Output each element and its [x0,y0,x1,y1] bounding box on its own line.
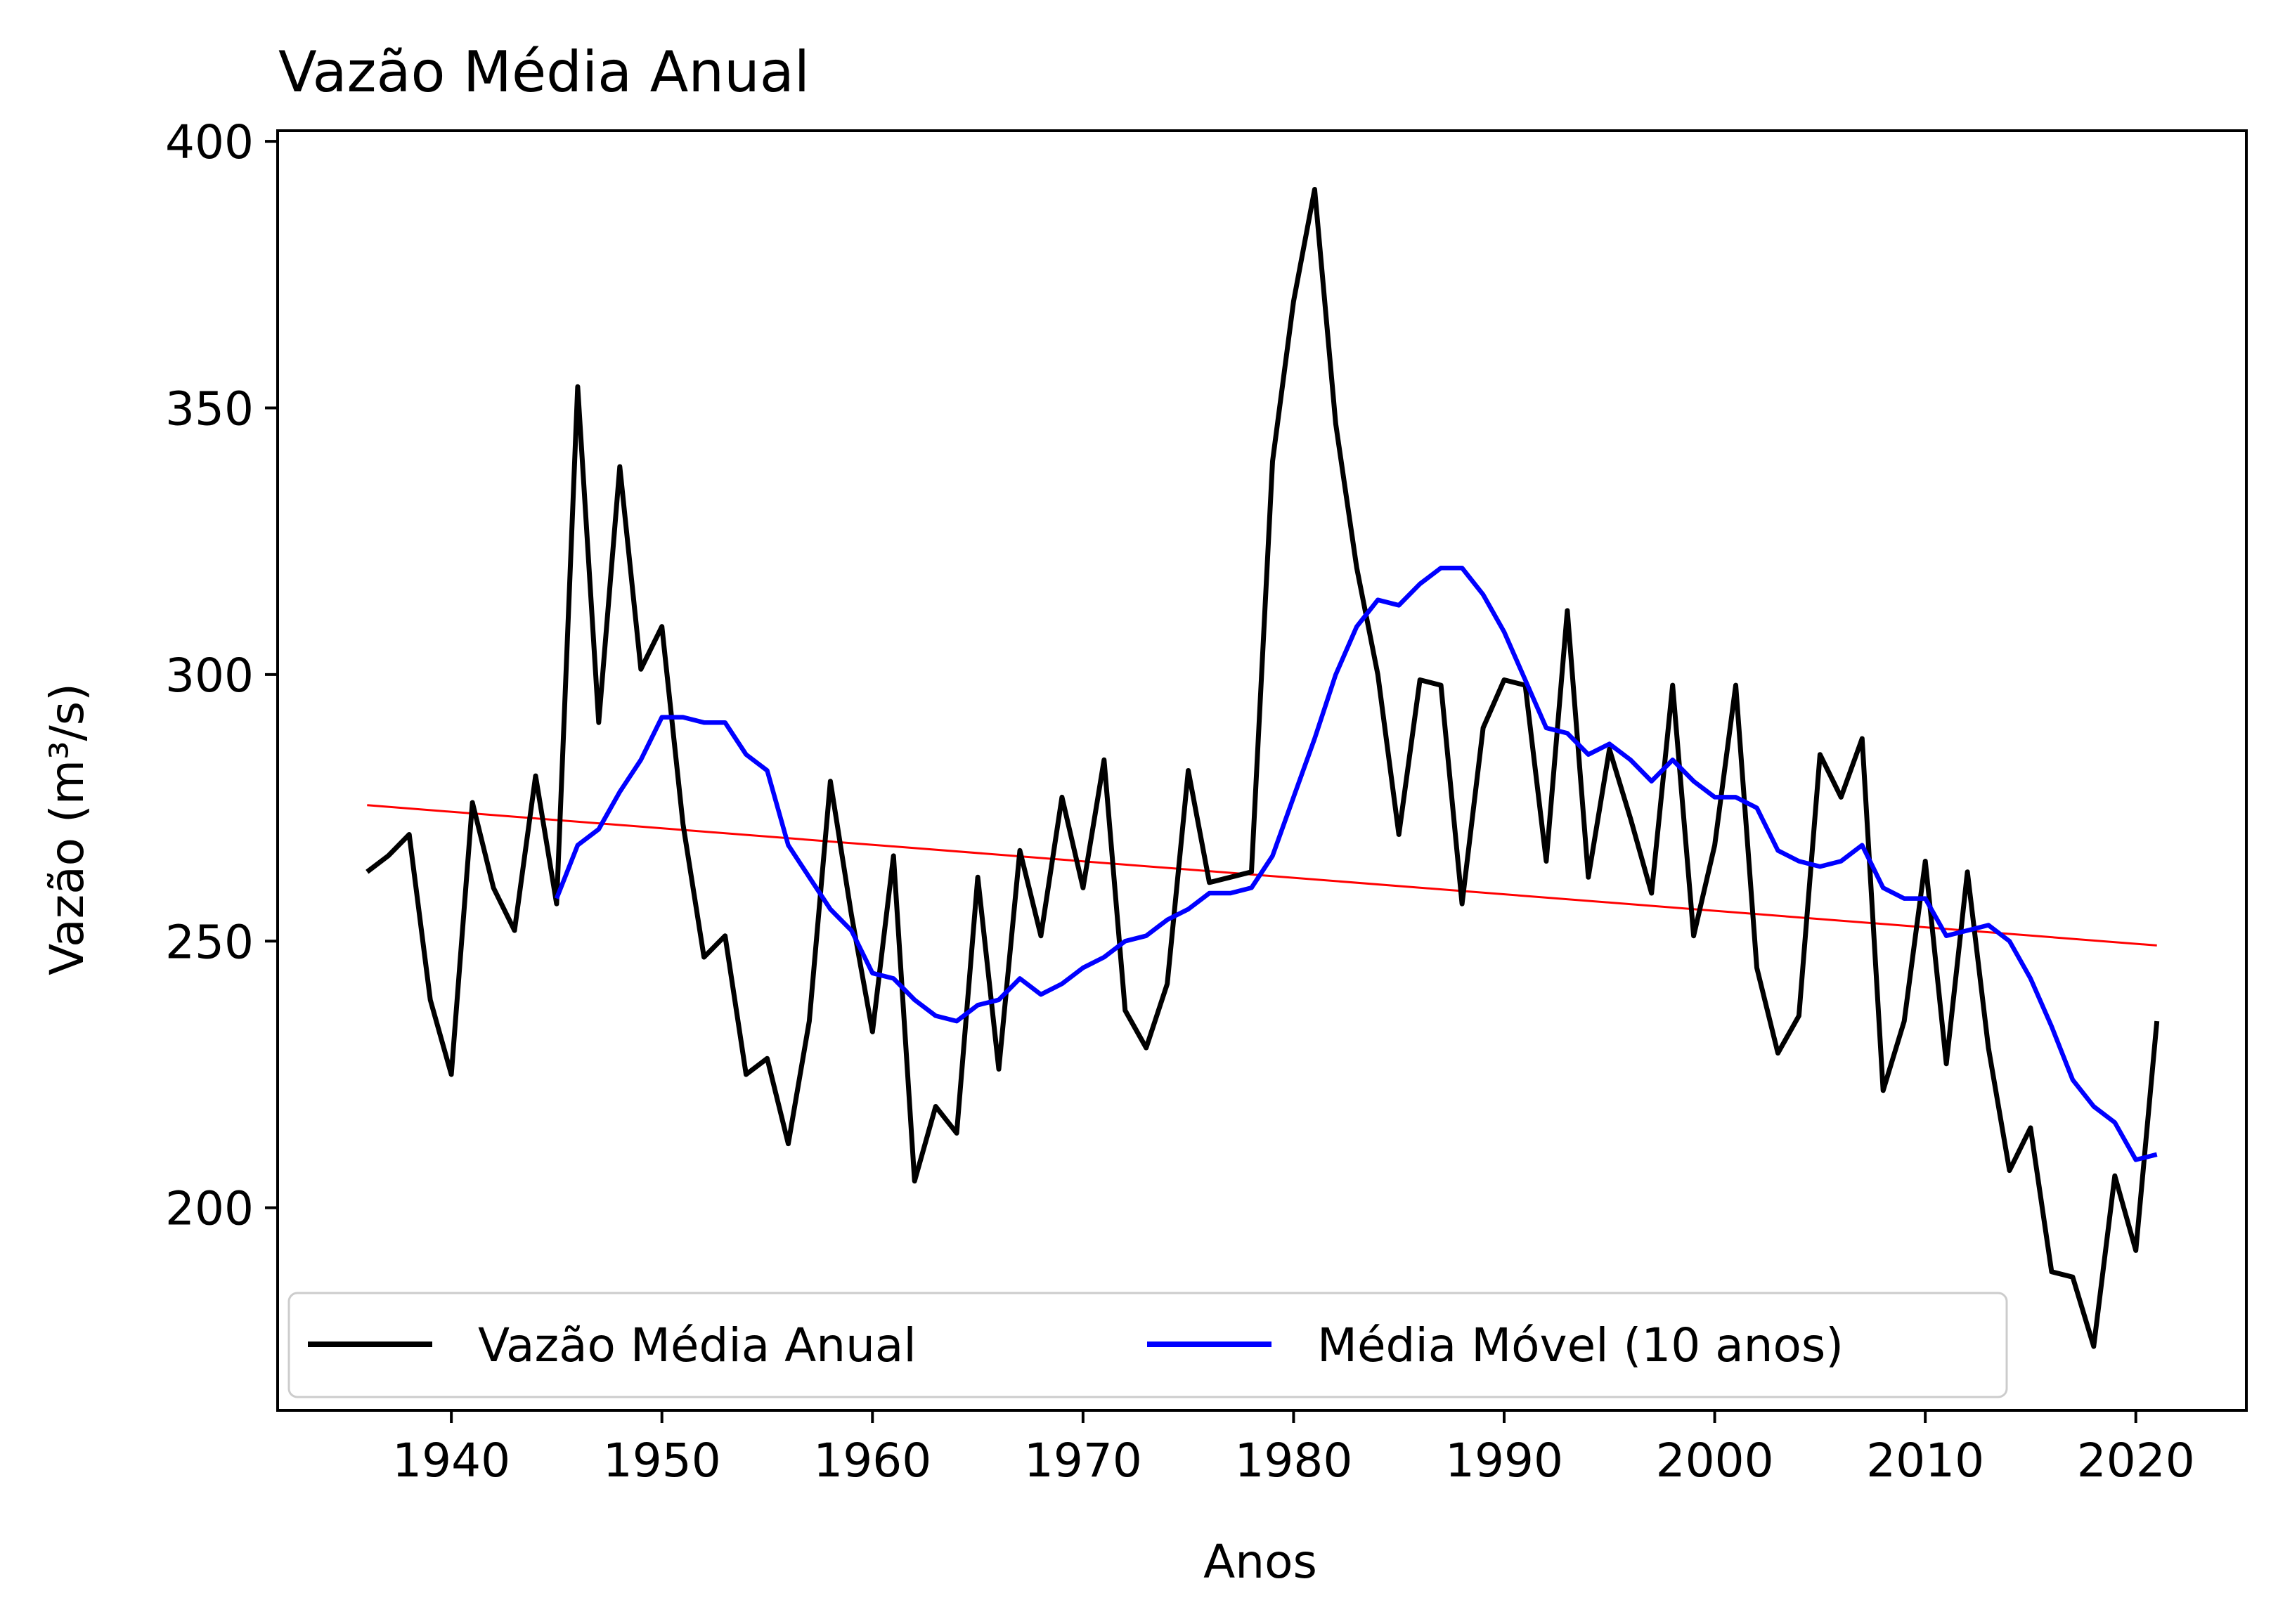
y-tick-label: 300 [165,649,254,703]
legend-label-annual: Vazão Média Anual [478,1318,917,1372]
x-axis: 1940 1950 1960 1970 1980 1990 2000 2010 2020 [392,1410,2195,1488]
y-tick-label: 400 [165,115,254,169]
y-axis-label: Vazão (m³/s) [40,683,94,975]
y-axis: 200 250 300 350 400 [165,115,278,1236]
y-tick-label: 350 [165,382,254,436]
x-tick-label: 1960 [813,1434,931,1488]
series-line-moving-average [554,565,2158,1162]
legend-label-moving-average: Média Móvel (10 anos) [1317,1318,1844,1372]
x-tick-label: 1980 [1234,1434,1352,1488]
x-tick-label: 2020 [2077,1434,2195,1488]
x-tick-label: 2010 [1866,1434,1984,1488]
x-axis-label: Anos [1203,1535,1317,1589]
y-tick-label: 250 [165,915,254,969]
plot-frame [276,129,2248,1412]
x-tick-label: 1990 [1445,1434,1563,1488]
x-tick-label: 2000 [1656,1434,1774,1488]
legend: Vazão Média Anual Média Móvel (10 anos) [287,1292,2008,1398]
plot-area [276,129,2248,1412]
x-tick-label: 1950 [603,1434,721,1488]
chart-title: Vazão Média Anual [278,39,810,105]
series-line-annual [365,187,2160,1349]
x-tick-label: 1970 [1024,1434,1142,1488]
y-tick-label: 200 [165,1182,254,1236]
x-tick-label: 1940 [392,1434,510,1488]
